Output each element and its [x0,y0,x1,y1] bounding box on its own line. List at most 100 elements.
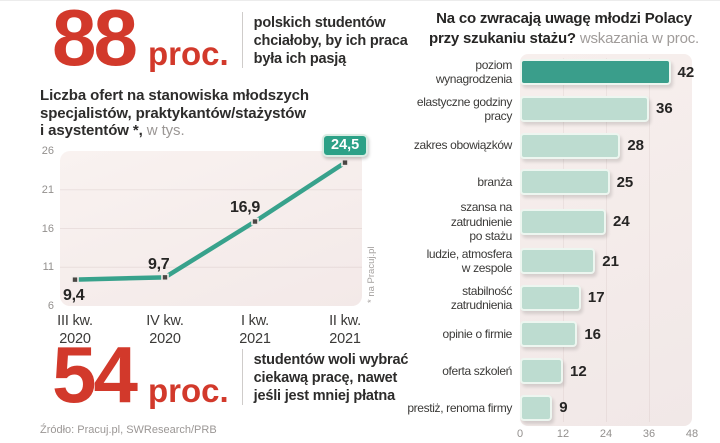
bar-value: 12 [570,362,587,380]
stat-line: chciałoby, by ich praca [253,32,408,49]
stat-unit: proc. [147,372,229,410]
bar-value: 42 [677,63,695,81]
x-axis-tick: IV kw. 2020 [146,313,184,347]
x-axis-tick: 36 [642,428,656,440]
data-point-badge: 24,5 [322,133,369,157]
bar-track: 9 [520,394,720,421]
bar-category-label: elastyczne godziny pracy [416,94,512,123]
stat-line: była ich pasją [253,50,347,67]
x-axis-tick: I kw. 2021 [239,313,271,347]
bar-row: branża 25 [398,164,720,201]
bar-row: szansa na zatrudnienie po stażu 24 [398,200,720,242]
bar-track: 21 [520,248,720,275]
stat-line: polskich studentów [253,14,386,31]
x-axis-tick: 12 [556,428,570,440]
data-point-marker [341,158,349,167]
bar [520,132,621,159]
gridline [649,58,650,422]
bar [520,394,553,421]
bar [520,169,610,196]
bar-row: oferta szkoleń 12 [398,353,720,390]
bar-value: 28 [627,137,645,155]
bar [520,59,671,86]
title-subtitle: wskazania w proc. [579,29,699,47]
title-line: Liczba ofert na stanowiska młodszych [40,87,309,104]
x-axis-tick: 24 [599,428,613,440]
bar-track: 25 [520,169,720,196]
bar [520,284,581,311]
stat-unit: proc. [147,35,229,73]
y-axis-tick: 26 [41,145,54,157]
bar [520,248,596,275]
bar-category-label: oferta szkoleń [442,363,512,378]
bar-category-label: branża [477,175,512,190]
stat-88-block: 88 proc. polskich studentów chciałoby, b… [52,0,429,82]
gridline [606,58,607,422]
bar-track: 36 [520,95,720,122]
bar-category-label: ludzie, atmosfera w zespole [426,247,513,276]
line-chart: 26 21 16 11 6 9,4 9,7 16,9 24,5 III kw. 2020 IV k… [34,133,384,348]
title-line: Na co zwracają uwagę młodzi Polacy [436,10,692,27]
stat-description: polskich studentów chciałoby, by ich pra… [254,15,429,71]
line-chart-plot-area: 9,4 9,7 16,9 24,5 [60,133,369,306]
stat-value: 54 [52,330,138,419]
title-line: specjalistów, praktykantów/stażystów [40,104,306,122]
bar-category-label: prestiż, renoma firmy [407,400,512,415]
bar-row: prestiż, renoma firmy 9 [398,389,720,426]
vertical-divider [241,348,243,405]
bar-track: 28 [520,132,720,159]
bar-chart: poziom wynagrodzenia 42 elastyczne godziny p… [398,54,720,440]
title-line: i asystentów *, [40,122,143,140]
bar-category-label: zakres obowiązków [413,138,512,153]
stat-description: studentów woli wybrać ciekawą pracę, naw… [254,352,429,408]
bar-category-label: opinie o firmie [442,327,513,342]
bar-value: 25 [616,173,634,191]
y-axis-tick: 6 [47,300,54,312]
bar-value: 24 [613,213,630,231]
x-axis-tick: III kw. 2020 [57,313,93,347]
bar-row: zakres obowiązków 28 [398,127,720,164]
bar-row: opinie o firmie 16 [398,316,720,353]
bar-value: 21 [602,252,619,270]
title-line: przy szukaniu stażu? [429,29,576,47]
bar-track: 16 [520,321,720,348]
bar-value: 16 [584,325,602,343]
bar [520,208,606,235]
line-series-svg [60,158,362,284]
stat-line: studentów woli wybrać [253,351,409,368]
data-point-label: 9,7 [148,256,170,274]
x-axis-tick: 48 [685,428,699,440]
y-axis-tick: 16 [41,222,54,235]
footnote-vertical: * na Pracuj.pl [366,246,377,303]
stat-line: jeśli jest mniej płatna [253,387,395,404]
data-point-marker [71,275,79,284]
bar-value: 9 [559,399,568,417]
bar-track: 24 [520,208,720,235]
bar [520,95,649,122]
bar-track: 12 [520,358,720,385]
data-point-label: 9,4 [63,286,85,304]
bar-row: poziom wynagrodzenia 42 [398,54,720,91]
data-point-marker [161,273,169,282]
bar-row: ludzie, atmosfera w zespole 21 [398,243,720,280]
stat-54-block: 54 proc. studentów woli wybrać ciekawą p… [52,330,429,419]
bar-track: 17 [520,284,720,311]
stat-line: ciekawą pracę, nawet [253,369,398,386]
bar [520,358,563,385]
y-axis-tick: 21 [41,183,54,196]
x-axis-tick: II kw. 2021 [329,313,361,347]
bar-chart-rows: poziom wynagrodzenia 42 elastyczne godziny p… [398,54,720,426]
stat-value: 88 [52,0,138,82]
bar-category-label: poziom wynagrodzenia [435,58,513,87]
bar-chart-title: Na co zwracają uwagę młodzi Polacy przy … [413,9,715,48]
vertical-divider [241,11,243,68]
line-chart-title: Liczba ofert na stanowiska młodszych spe… [40,87,309,140]
bar-category-label: szansa na zatrudnienie po stażu [450,200,513,243]
bar-track: 42 [520,59,720,86]
bar-category-label: stabilność zatrudnienia [450,283,513,312]
bar [520,321,578,348]
bar-row: stabilność zatrudnienia 17 [398,280,720,317]
source-credit: Źródło: Pracuj.pl, SWResearch/PRB [40,424,217,436]
bar-value: 36 [656,100,673,118]
gridline [563,58,564,422]
